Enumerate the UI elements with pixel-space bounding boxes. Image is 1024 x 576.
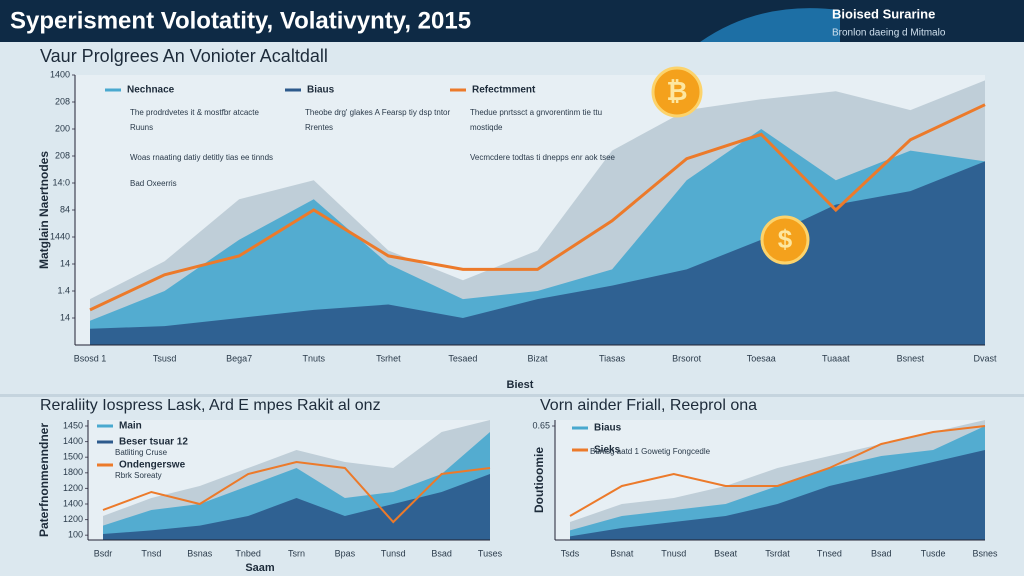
header-swoosh [700, 8, 840, 42]
chart-title: Reraliity Iospress Lask, Ard E mpes Raki… [40, 397, 381, 414]
x-tick-label: Bpas [335, 548, 356, 558]
x-tick-label: Tsusd [153, 353, 177, 363]
x-tick-label: Bsosd 1 [74, 353, 107, 363]
legend-label: Beser tsuar 12 [119, 437, 188, 448]
x-tick-label: Bsnest [897, 353, 925, 363]
y-tick-label: 1800 [63, 467, 83, 477]
y-tick-label: 1440 [50, 231, 70, 241]
legend-label: Nechnace [127, 85, 175, 96]
annotation: Thedue pnrtssct a gnvorentinm tie ttu [470, 108, 602, 117]
legend-label: Ondengerswe [119, 460, 186, 471]
chart-title: Vorn ainder Friall, Reeprol ona [540, 397, 757, 414]
legend-label: Biaus [307, 85, 335, 96]
y-tick-label: 1200 [63, 483, 83, 493]
x-tick-label: Tsrdat [765, 548, 790, 558]
divider [0, 394, 1024, 397]
x-axis-label: Biest [507, 379, 534, 391]
x-tick-label: Bsad [431, 548, 452, 558]
x-tick-label: Bsnas [187, 548, 213, 558]
series-area [570, 450, 985, 540]
y-tick-label: 0.65 [532, 420, 550, 430]
annotation: The prodrdvetes it & mostfbr atcacte [130, 108, 259, 117]
x-tick-label: Tsrhet [376, 353, 401, 363]
x-tick-label: Bsnes [972, 548, 998, 558]
coin [651, 66, 703, 118]
y-tick-label: 1.4 [57, 285, 70, 295]
annotation: Bad Oxeerris [130, 179, 177, 188]
y-tick-label: 208 [55, 150, 70, 160]
y-tick-label: 100 [68, 530, 83, 540]
annotation: Bunisg aatd 1 Gowetig Fongcedle [590, 447, 711, 456]
coin [760, 215, 810, 265]
y-tick-label: 1400 [63, 436, 83, 446]
page-title: Syperisment Volotatity, Volativynty, 201… [10, 7, 471, 34]
annotation: Vecmcdere todtas ti dnepps enr aok tsee [470, 153, 616, 162]
series-area [103, 474, 490, 540]
legend-label: Biaus [594, 423, 622, 434]
x-tick-label: Tnsd [141, 548, 161, 558]
x-tick-label: Tesaed [448, 353, 477, 363]
x-tick-label: Tuaaat [822, 353, 850, 363]
x-tick-label: Tusde [921, 548, 946, 558]
charts: Vaur Prolgrees An Vonioter Acaltdall Matg… [37, 46, 998, 574]
annotation: Rrentes [305, 123, 333, 132]
x-tick-label: Dvast [973, 353, 997, 363]
y-axis-label: Doutioomie [532, 447, 546, 513]
x-tick-label: Tnsed [817, 548, 842, 558]
x-tick-label: Tnbed [235, 548, 261, 558]
legend-label: Refectmment [472, 85, 536, 96]
x-tick-label: Brsorot [672, 353, 702, 363]
annotation: Batliting Cruse [115, 448, 168, 457]
x-tick-label: Toesaa [747, 353, 776, 363]
series-line [569, 425, 986, 517]
legend-label: Main [119, 421, 142, 432]
y-axis-label: Paterfnonmenndner [37, 423, 51, 537]
y-tick-label: 1200 [63, 514, 83, 524]
series-line [89, 103, 986, 312]
y-axis-label: Matglain Naertnodes [37, 151, 51, 269]
y-tick-label: 1500 [63, 452, 83, 462]
y-tick-label: 208 [55, 96, 70, 106]
series-line [102, 460, 491, 524]
header-bar [0, 0, 1024, 42]
x-tick-label: Bsnat [610, 548, 634, 558]
chart-title: Vaur Prolgrees An Vonioter Acaltdall [40, 46, 328, 66]
x-tick-label: Bsad [871, 548, 892, 558]
x-axis-label: Saam [245, 562, 275, 574]
y-tick-label: 14:0 [52, 177, 70, 187]
x-tick-label: Bizat [527, 353, 548, 363]
coin-symbol: ₿ [666, 76, 687, 106]
y-tick-label: 84 [60, 204, 70, 214]
y-tick-label: 1400 [63, 498, 83, 508]
y-tick-label: 14 [60, 312, 70, 322]
x-tick-label: Bseat [714, 548, 738, 558]
annotation: Woas rnaating datiy detitly tias ee tinn… [130, 153, 273, 162]
x-tick-label: Bega7 [226, 353, 252, 363]
y-tick-label: 1450 [63, 420, 83, 430]
annotation: mostiqde [470, 123, 503, 132]
coin-symbol: $ [778, 224, 793, 254]
x-tick-label: Tnusd [661, 548, 686, 558]
y-tick-label: 1400 [50, 69, 70, 79]
x-tick-label: Tiasas [599, 353, 626, 363]
x-tick-label: Bsdr [94, 548, 113, 558]
tagline: Bronlon daeing d Mitmalo [832, 28, 946, 39]
y-tick-label: 14 [60, 258, 70, 268]
x-tick-label: Tunsd [381, 548, 406, 558]
y-tick-label: 200 [55, 123, 70, 133]
annotation: Rbrk Soreaty [115, 471, 162, 480]
brand: Bioised Surarine [832, 6, 935, 21]
x-tick-label: Tsds [561, 548, 580, 558]
annotation: Ruuns [130, 123, 153, 132]
x-tick-label: Tsrn [288, 548, 305, 558]
series-area [90, 161, 985, 345]
legend-label: Sieks [594, 445, 621, 456]
x-tick-label: Tnuts [302, 353, 325, 363]
annotation: Theobe drg' glakes A Fearsp tiy dsp tnto… [305, 108, 451, 117]
x-tick-label: Tuses [478, 548, 503, 558]
